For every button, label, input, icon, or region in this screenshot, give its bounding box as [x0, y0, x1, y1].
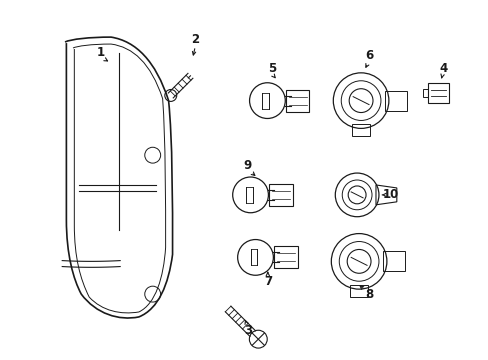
- Text: 4: 4: [438, 62, 447, 75]
- Bar: [285, 90, 309, 112]
- Bar: [382, 251, 404, 271]
- Bar: [384, 91, 406, 111]
- Bar: [273, 247, 297, 268]
- Text: 10: 10: [382, 188, 398, 201]
- Text: 7: 7: [263, 275, 271, 288]
- Bar: [427, 83, 448, 103]
- Text: 1: 1: [97, 46, 105, 59]
- Text: 2: 2: [191, 33, 199, 46]
- Text: 6: 6: [364, 49, 372, 63]
- Text: 5: 5: [267, 62, 275, 75]
- Text: 3: 3: [244, 324, 251, 337]
- Bar: [351, 125, 369, 136]
- Bar: [422, 89, 427, 96]
- Text: 9: 9: [244, 159, 252, 172]
- Bar: [349, 285, 367, 297]
- Text: 8: 8: [364, 288, 372, 301]
- Bar: [268, 184, 292, 206]
